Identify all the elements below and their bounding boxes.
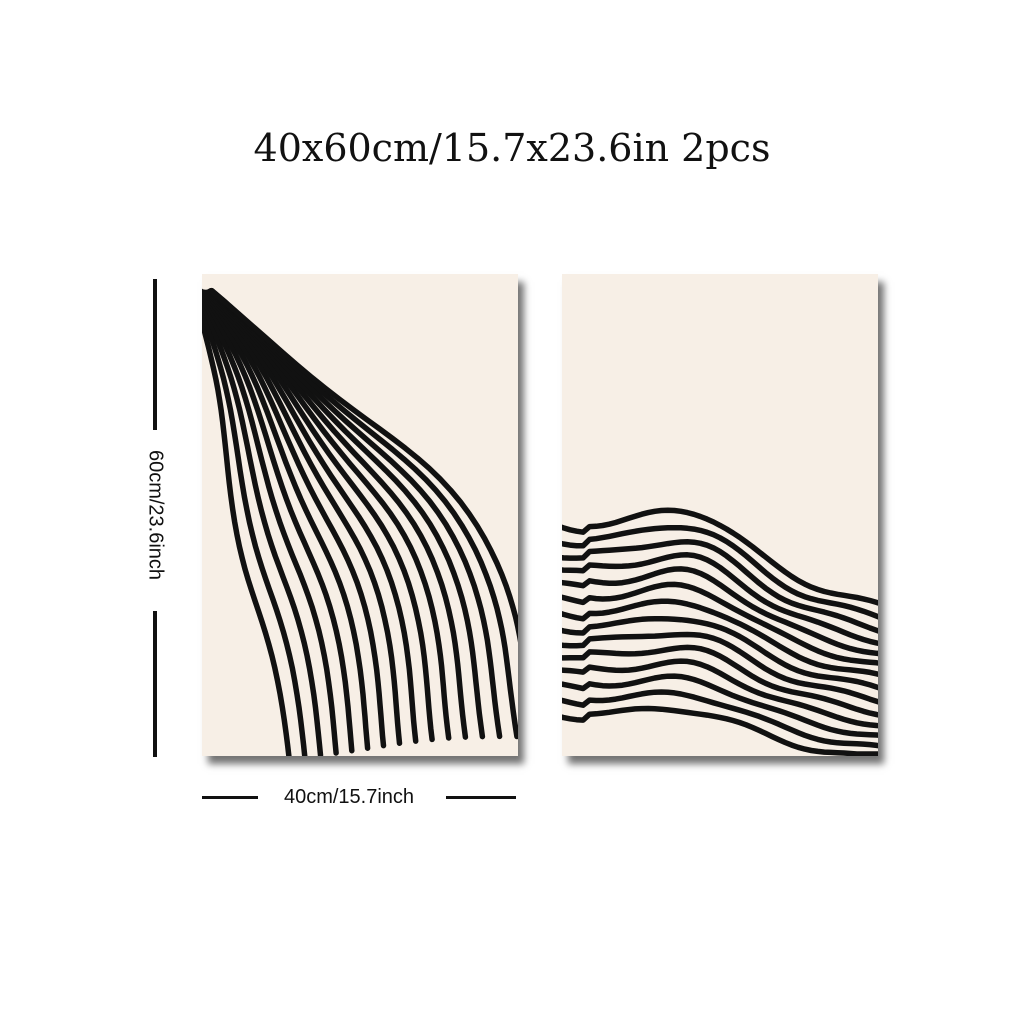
width-dimension-line-left (202, 796, 258, 799)
left-stripe (202, 311, 292, 756)
width-dimension-line-right (446, 796, 516, 799)
height-dimension-line-bottom (153, 611, 157, 757)
left-stripe (202, 294, 324, 756)
left-stripe (202, 289, 387, 749)
left-stripe (202, 290, 339, 756)
right-stripe (562, 705, 878, 756)
left-stripe (209, 287, 503, 740)
right-stripe (562, 539, 878, 634)
right-stripe (562, 524, 878, 620)
height-dimension-text: 60cm/23.6inch (144, 449, 167, 581)
right-stripe (562, 673, 878, 738)
left-stripe (204, 289, 419, 744)
right-poster-artwork (562, 507, 878, 756)
left-stripe (209, 289, 518, 643)
left-stripe (203, 289, 403, 747)
right-stripe (562, 507, 878, 606)
left-stripe (207, 288, 452, 741)
left-poster-panel (202, 274, 518, 756)
right-stripe (562, 689, 878, 749)
right-poster-panel (562, 274, 878, 756)
width-dimension-label: 40cm/15.7inch (283, 786, 415, 808)
left-stripe (202, 288, 355, 754)
left-poster-artwork (202, 287, 518, 756)
left-stripe (202, 300, 308, 756)
right-stripe (562, 644, 878, 718)
left-stripe (209, 288, 518, 740)
right-stripe (562, 566, 878, 657)
left-stripe (207, 288, 469, 740)
left-stripe (202, 289, 371, 751)
height-dimension-line-top (153, 279, 157, 430)
right-stripe (562, 658, 878, 729)
product-size-title: 40x60cm/15.7x23.6in 2pcs (253, 126, 771, 170)
right-stripe (562, 598, 878, 678)
right-stripe (562, 615, 878, 691)
left-stripe (206, 289, 435, 743)
right-stripe (562, 581, 878, 666)
left-stripe (208, 287, 486, 740)
right-stripe (562, 552, 878, 647)
right-stripe (562, 631, 878, 705)
